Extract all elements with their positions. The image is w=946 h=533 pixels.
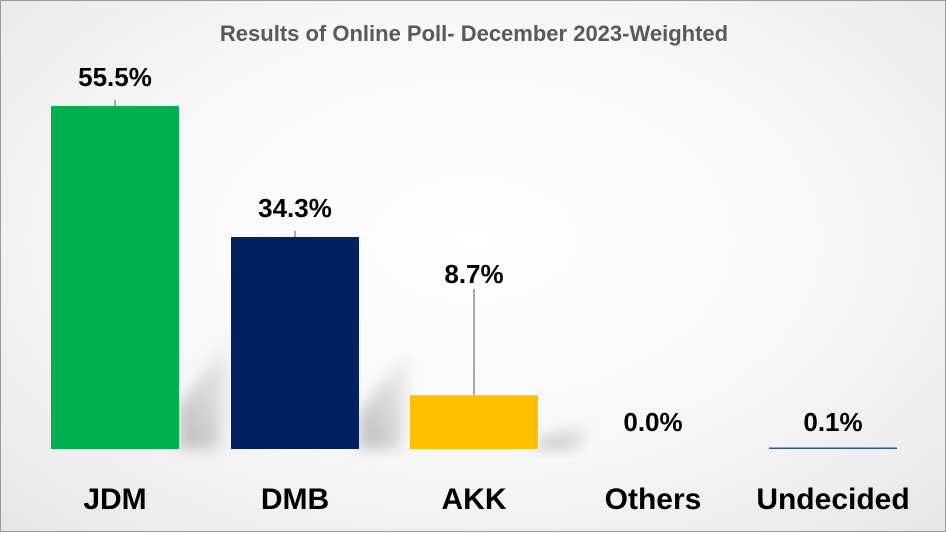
- bar-akk: [410, 395, 538, 449]
- leader-lines: [114, 100, 475, 396]
- data-label-undecided: 0.1%: [803, 407, 862, 437]
- category-label-akk: AKK: [442, 483, 507, 516]
- data-label-akk: 8.7%: [444, 259, 503, 289]
- bar-shadow-jdm: [179, 329, 234, 449]
- category-label-jdm: JDM: [83, 483, 146, 516]
- bar-shadow-dmb: [359, 343, 414, 449]
- data-label-dmb: 34.3%: [258, 193, 332, 223]
- chart-title: Results of Online Poll- December 2023-We…: [219, 21, 729, 46]
- bar-jdm: [51, 106, 179, 449]
- category-label-others: Others: [605, 483, 702, 516]
- bar-shadow-akk: [538, 422, 593, 449]
- data-label-jdm: 55.5%: [78, 62, 152, 92]
- bar-dmb: [231, 237, 359, 449]
- category-label-dmb: DMB: [261, 483, 329, 516]
- bar-undecided: [769, 447, 897, 449]
- bars: [51, 106, 897, 449]
- category-label-undecided: Undecided: [756, 483, 909, 516]
- bar-shadows: [179, 329, 593, 449]
- data-label-others: 0.0%: [623, 407, 682, 437]
- labels: 55.5% JDM 34.3% DMB 8.7% AKK 0.0% Others 0.1% Und…: [78, 62, 910, 516]
